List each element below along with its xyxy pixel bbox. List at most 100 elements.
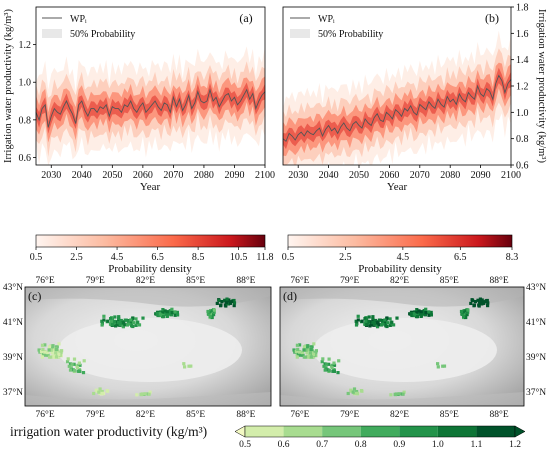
irrigation-cell: [101, 391, 105, 395]
legend-label-band-b: 50% Probability: [318, 29, 383, 40]
irrigation-cell: [349, 388, 353, 392]
irrigation-cell: [419, 314, 423, 318]
irrigation-cell: [57, 352, 61, 356]
density-colorbar-b-label: Probability density: [358, 263, 442, 275]
irrigation-cell: [312, 352, 316, 356]
irrigation-cell: [295, 355, 299, 359]
irrigation-cell: [388, 317, 392, 321]
lat-label: 37°N: [526, 387, 546, 398]
x-tick-label: 2050: [102, 170, 122, 181]
irrigation-cell: [409, 311, 413, 316]
irrigation-cell: [301, 351, 305, 355]
irrigation-cell: [337, 359, 341, 363]
irrigation-cell: [298, 343, 302, 347]
colorbar-swatch: [437, 426, 477, 437]
irrigation-cell: [173, 310, 177, 314]
lon-label-bottom: 82°E: [136, 409, 155, 420]
irrigation-cell: [176, 313, 180, 317]
ridge-south-c: [25, 392, 271, 406]
irrigation-cell: [40, 355, 44, 359]
lon-label-top: 79°E: [340, 275, 359, 286]
irrigation-cell: [220, 300, 224, 304]
irrigation-cell: [296, 347, 300, 351]
irrigation-cell: [415, 315, 420, 319]
irrigation-cell: [137, 323, 142, 327]
irrigation-cell: [376, 325, 380, 329]
y-axis-label-b: Irrigation water productivity (kg/m³): [536, 9, 547, 163]
irrigation-cell: [469, 301, 473, 305]
irrigation-cell: [160, 310, 164, 314]
irrigation-cell: [363, 322, 367, 326]
irrigation-cell: [309, 355, 313, 359]
lon-label-top: 76°E: [290, 275, 309, 286]
y-tick-label: 1.0: [516, 108, 529, 119]
irrigation-cell: [140, 392, 144, 396]
irrigation-cell: [414, 310, 418, 314]
irrigation-cell: [309, 348, 313, 352]
irrigation-cell: [182, 362, 186, 366]
irrigation-cell: [183, 365, 187, 369]
irrigation-cell: [207, 312, 211, 316]
irrigation-cell: [50, 350, 54, 354]
irrigation-cell: [394, 392, 399, 396]
irrigation-cell: [232, 304, 236, 308]
irrigation-cell: [165, 310, 169, 314]
x-tick-label: 2090: [224, 170, 244, 181]
irrigation-cell: [323, 368, 327, 372]
irrigation-cell: [165, 314, 169, 318]
irrigation-cell: [327, 357, 331, 361]
irrigation-cell: [206, 309, 210, 314]
irrigation-cell: [170, 307, 174, 311]
irrigation-cell: [464, 309, 468, 313]
panel-label-a: (a): [239, 11, 252, 25]
y-tick-label: 1.2: [516, 82, 529, 93]
irrigation-cell: [314, 349, 318, 353]
x-tick-label: 2040: [72, 170, 92, 181]
irrigation-cell: [126, 319, 130, 323]
irrigation-cell: [219, 303, 223, 307]
irrigation-cell: [365, 322, 369, 326]
irrigation-cell: [305, 346, 309, 350]
irrigation-cell: [486, 304, 490, 308]
lon-label-top: 88°E: [490, 275, 509, 286]
irrigation-cell: [126, 322, 130, 326]
irrigation-cell: [377, 318, 382, 322]
irrigation-cell: [51, 344, 55, 348]
irrigation-cell: [380, 319, 385, 323]
irrigation-cell: [212, 310, 216, 314]
irrigation-cell: [117, 315, 121, 319]
y-tick-label: 0.6: [516, 161, 529, 172]
irrigation-cell: [100, 323, 104, 327]
irrigation-cell: [105, 389, 109, 393]
irrigation-cell: [66, 357, 70, 361]
irrigation-cell: [72, 357, 77, 361]
irrigation-cell: [303, 355, 308, 359]
irrigation-cell: [424, 311, 428, 315]
lon-label-bottom: 88°E: [236, 409, 255, 420]
irrigation-cell: [232, 301, 237, 305]
irrigation-cell: [308, 353, 312, 357]
irrigation-cell: [76, 363, 80, 367]
irrigation-cell: [102, 318, 106, 322]
irrigation-cell: [367, 315, 371, 319]
irrigation-cell: [212, 313, 216, 317]
map-colorbar-label: irrigation water productivity (kg/m³): [10, 424, 207, 439]
irrigation-cell: [134, 317, 138, 321]
irrigation-cell: [41, 347, 45, 351]
irrigation-cell: [306, 355, 310, 359]
irrigation-cell: [210, 313, 214, 317]
irrigation-cell: [100, 319, 104, 323]
colorbar-swatch: [245, 426, 284, 437]
irrigation-cell: [380, 322, 384, 326]
map-frame-d: [279, 286, 525, 407]
series-line-a: [35, 88, 266, 128]
irrigation-cell: [386, 321, 390, 325]
irrigation-cell: [81, 371, 86, 375]
irrigation-cell: [436, 365, 440, 369]
irrigation-cell: [305, 350, 309, 354]
y-tick-label: 1.4: [516, 55, 529, 66]
colorbar-swatch: [476, 426, 515, 437]
irrigation-cell: [54, 345, 59, 349]
irrigation-cell: [312, 342, 316, 346]
irrigation-cell: [131, 316, 135, 320]
